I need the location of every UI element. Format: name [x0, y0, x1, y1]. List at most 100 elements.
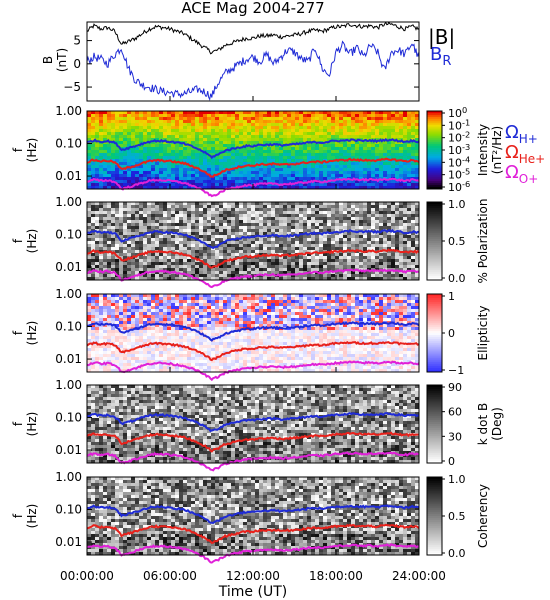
spectrogram-cell	[331, 144, 336, 148]
spectrogram-cell	[283, 232, 288, 236]
spectrogram-cell	[383, 211, 388, 215]
spectrogram-cell	[355, 217, 360, 221]
spectrogram-cell	[239, 123, 244, 127]
spectrogram-cell	[291, 214, 296, 218]
spectrogram-cell	[215, 126, 220, 130]
spectrogram-cell	[131, 168, 136, 172]
spectrogram-cell	[391, 168, 396, 172]
spectrogram-cell	[87, 153, 92, 157]
spectrogram-cell	[131, 253, 136, 257]
spectrogram-cell	[407, 229, 412, 233]
spectrogram-cell	[371, 259, 376, 263]
spectrogram-cell	[351, 303, 356, 307]
spectrogram-cell	[367, 168, 372, 172]
spectrogram-cell	[167, 244, 172, 248]
spectrogram-cell	[395, 247, 400, 251]
spectrogram-cell	[219, 168, 224, 172]
spectrogram-cell	[367, 265, 372, 269]
spectrogram-cell	[135, 223, 140, 227]
spectrogram-cell	[143, 312, 148, 316]
spectrogram-cell	[135, 256, 140, 260]
spectrogram-cell	[171, 274, 176, 278]
spectrogram-cell	[227, 120, 232, 124]
spectrogram-cell	[351, 147, 356, 151]
spectrogram-cell	[407, 186, 412, 190]
spectrogram-cell	[283, 177, 288, 181]
spectrogram-cell	[267, 256, 272, 260]
spectrogram-cell	[359, 168, 364, 172]
spectrogram-cell	[155, 235, 160, 239]
spectrogram-cell	[243, 217, 248, 221]
spectrogram-cell	[115, 271, 120, 275]
spectrogram-cell	[123, 171, 128, 175]
spectrogram-cell	[303, 126, 308, 130]
spectrogram-cell	[267, 271, 272, 275]
spectrogram-cell	[147, 186, 152, 190]
spectrogram-cell	[411, 297, 416, 301]
spectrogram-cell	[383, 303, 388, 307]
spectrogram-cell	[163, 165, 168, 169]
spectrogram-cell	[215, 312, 220, 316]
spectrogram-cell	[219, 250, 224, 254]
spectrogram-cell	[351, 150, 356, 154]
spectrogram-cell	[203, 244, 208, 248]
spectrogram-cell	[107, 214, 112, 218]
spectrogram-cell	[287, 114, 292, 118]
spectrogram-cell	[123, 232, 128, 236]
spectrogram-cell	[231, 150, 236, 154]
spectrogram-cell	[207, 180, 212, 184]
spectrogram-cell	[283, 126, 288, 130]
spectrogram-cell	[131, 153, 136, 157]
spectrogram-cell	[183, 309, 188, 313]
spectrogram-cell	[371, 294, 376, 298]
spectrogram-cell	[275, 114, 280, 118]
spectrogram-cell	[215, 150, 220, 154]
spectrogram-cell	[163, 183, 168, 187]
spectrogram-cell	[387, 144, 392, 148]
spectrogram-cell	[387, 226, 392, 230]
spectrogram-cell	[359, 247, 364, 251]
spectrogram-cell	[279, 186, 284, 190]
spectrogram-cell	[407, 174, 412, 178]
spectrogram-cell	[315, 256, 320, 260]
spectrogram-cell	[287, 153, 292, 157]
spectrogram-cell	[175, 132, 180, 136]
spectrogram-cell	[207, 271, 212, 275]
spectrogram-cell	[219, 144, 224, 148]
spectrogram-cell	[159, 277, 164, 281]
spectrogram-cell	[295, 274, 300, 278]
spectrogram-cell	[303, 202, 308, 206]
spectrogram-cell	[87, 171, 92, 175]
spectrogram-cell	[215, 271, 220, 275]
spectrogram-cell	[99, 138, 104, 142]
spectrogram-cell	[151, 120, 156, 124]
spectrogram-cell	[235, 171, 240, 175]
spectrogram-cell	[139, 277, 144, 281]
spectrogram-cell	[207, 306, 212, 310]
spectrogram-cell	[291, 256, 296, 260]
spectrogram-cell	[399, 183, 404, 187]
spectrogram-cell	[139, 144, 144, 148]
spectrogram-cell	[267, 223, 272, 227]
spectrogram-cell	[403, 297, 408, 301]
spectrogram-cell	[151, 171, 156, 175]
spectrogram-cell	[115, 232, 120, 236]
spectrogram-cell	[183, 232, 188, 236]
f-ylabel-unit: (Hz)	[25, 229, 39, 254]
spectrogram-cell	[235, 220, 240, 224]
spectrogram-cell	[311, 294, 316, 298]
spectrogram-cell	[263, 306, 268, 310]
spectrogram-cell	[151, 135, 156, 139]
spectrogram-cell	[335, 111, 340, 115]
spectrogram-cell	[99, 306, 104, 310]
spectrogram-cell	[259, 265, 264, 269]
spectrogram-cell	[359, 226, 364, 230]
spectrogram-cell	[179, 138, 184, 142]
spectrogram-cell	[415, 177, 420, 181]
spectrogram-cell	[379, 274, 384, 278]
spectrogram-cell	[115, 147, 120, 151]
spectrogram-cell	[263, 232, 268, 236]
spectrogram-cell	[147, 111, 152, 115]
spectrogram-cell	[119, 144, 124, 148]
spectrogram-cell	[283, 220, 288, 224]
